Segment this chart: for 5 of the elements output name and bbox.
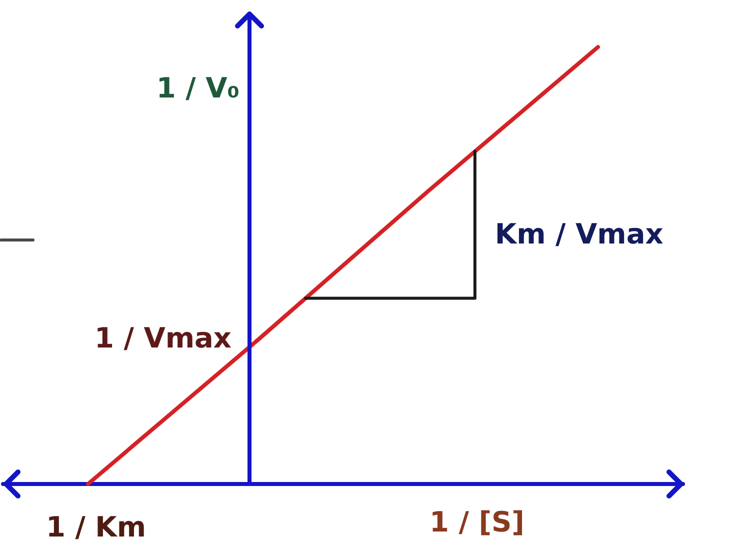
annotation: Km / Vmax bbox=[494, 217, 664, 250]
y-axis-title: 1 / V₀ bbox=[156, 72, 240, 104]
annotation: 1 / Vmax bbox=[94, 322, 232, 354]
x-axis-title: 1 / [S] bbox=[430, 506, 524, 538]
text: 1 / Km bbox=[46, 510, 146, 544]
